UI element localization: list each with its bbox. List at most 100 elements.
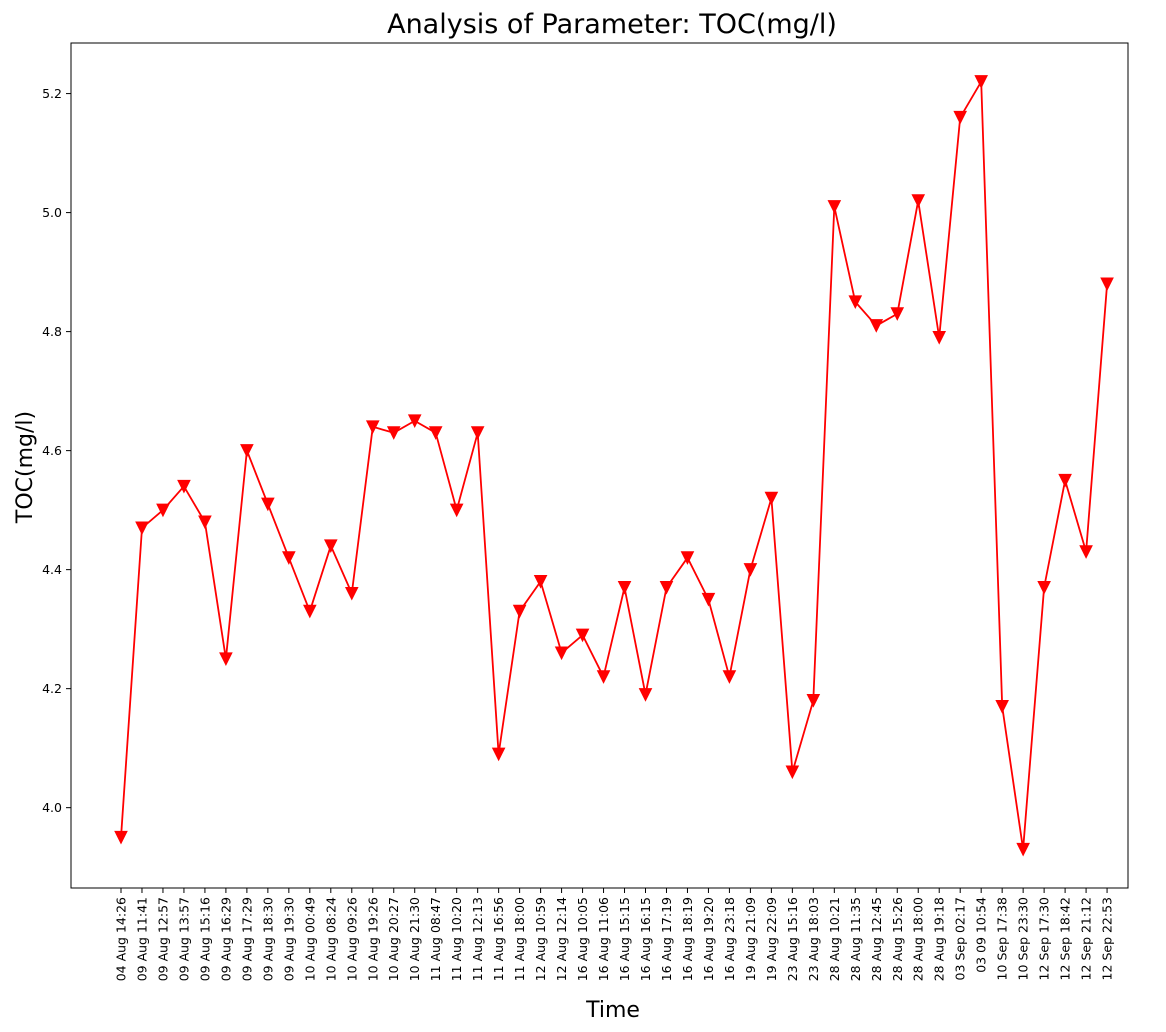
x-tick-label-31: 19 Aug 22:09 — [764, 897, 779, 981]
x-tick-label-22: 16 Aug 10:05 — [575, 897, 590, 981]
data-point-39 — [932, 331, 947, 345]
data-point-23 — [596, 670, 611, 684]
data-point-12 — [365, 420, 380, 434]
data-point-10 — [323, 539, 338, 553]
x-tick-label-6: 09 Aug 17:29 — [239, 897, 254, 981]
y-tick-label-6: 5.2 — [42, 86, 62, 101]
x-tick-label-9: 10 Aug 00:49 — [302, 897, 317, 981]
plot-area: 4.0 4.2 4.4 4.6 4.8 5.0 5.2 04 Aug 14:26 09 Aug … — [42, 75, 1115, 981]
data-point-5 — [219, 652, 233, 667]
x-tick-label-14: 10 Aug 21:30 — [407, 897, 422, 981]
x-tick-label-26: 16 Aug 17:19 — [659, 897, 674, 981]
x-tick-label-28: 16 Aug 19:20 — [701, 897, 716, 981]
data-point-35 — [848, 295, 863, 309]
x-tick-label-39: 28 Aug 19:18 — [932, 897, 947, 981]
x-tick-label-17: 11 Aug 12:13 — [470, 897, 485, 981]
data-point-31 — [764, 491, 779, 506]
x-tick-label-34: 28 Aug 10:21 — [827, 897, 842, 981]
data-point-33 — [806, 694, 821, 708]
data-point-20 — [533, 575, 548, 589]
data-point-26 — [659, 580, 674, 595]
data-point-1 — [135, 521, 149, 536]
data-point-8 — [282, 551, 296, 565]
data-point-7 — [261, 497, 275, 512]
y-tick-label-2: 4.4 — [42, 562, 62, 577]
data-point-0 — [114, 830, 128, 845]
x-tick-label-32: 23 Aug 15:16 — [785, 897, 800, 981]
x-tick-label-21: 12 Aug 12:14 — [554, 897, 569, 981]
y-tick-label-0: 4.0 — [42, 800, 62, 815]
data-point-22 — [575, 628, 590, 643]
x-tick-label-46: 12 Sep 21:12 — [1079, 897, 1094, 980]
x-tick-label-24: 16 Aug 15:15 — [617, 897, 632, 981]
x-tick-label-3: 09 Aug 13:57 — [176, 897, 191, 981]
data-point-3 — [177, 479, 191, 494]
data-point-40 — [953, 110, 968, 125]
data-point-16 — [449, 503, 464, 518]
data-point-25 — [638, 688, 653, 702]
x-tick-label-0: 04 Aug 14:26 — [114, 897, 129, 981]
data-point-29 — [722, 670, 737, 684]
data-point-21 — [554, 646, 569, 661]
y-axis-label: TOC(mg/l) — [13, 411, 38, 524]
x-tick-label-25: 16 Aug 16:15 — [638, 897, 653, 981]
x-tick-label-11: 10 Aug 09:26 — [344, 897, 359, 981]
x-tick-label-5: 09 Aug 16:29 — [218, 897, 233, 981]
x-tick-label-43: 10 Sep 23:30 — [1016, 897, 1031, 980]
data-point-34 — [827, 200, 842, 214]
x-tick-label-15: 11 Aug 08:47 — [428, 897, 443, 981]
data-point-28 — [701, 592, 716, 607]
x-tick-label-1: 09 Aug 11:41 — [134, 897, 149, 981]
x-tick-label-44: 12 Sep 17:30 — [1037, 897, 1052, 980]
data-point-30 — [743, 563, 758, 577]
x-tick-label-7: 09 Aug 18:30 — [260, 897, 275, 981]
x-tick-label-38: 28 Aug 18:00 — [911, 897, 926, 981]
data-point-15 — [428, 426, 443, 440]
data-point-41 — [974, 75, 988, 89]
x-tick-label-4: 09 Aug 15:16 — [197, 897, 212, 981]
x-tick-label-20: 12 Aug 10:59 — [533, 897, 548, 981]
data-point-6 — [240, 444, 254, 458]
data-point-27 — [680, 551, 695, 565]
x-tick-label-23: 16 Aug 11:06 — [596, 897, 611, 981]
x-tick-label-18: 11 Aug 16:56 — [491, 897, 506, 981]
x-tick-label-16: 11 Aug 10:20 — [449, 897, 464, 981]
plot-frame — [70, 42, 1129, 889]
x-tick-label-42: 10 Sep 17:38 — [995, 897, 1010, 980]
x-axis-label: Time — [585, 998, 640, 1023]
data-point-18 — [491, 747, 506, 762]
y-tick-label-5: 5.0 — [42, 205, 62, 220]
x-tick-label-40: 03 Sep 02:17 — [953, 897, 968, 980]
data-point-9 — [303, 604, 317, 619]
data-point-37 — [890, 307, 905, 321]
x-tick-label-29: 16 Aug 23:18 — [722, 897, 737, 981]
data-point-45 — [1058, 473, 1072, 488]
chart-title: Analysis of Parameter: TOC(mg/l) — [387, 9, 837, 40]
x-tick-label-37: 28 Aug 15:26 — [890, 897, 905, 981]
x-tick-label-45: 12 Sep 18:42 — [1058, 897, 1073, 980]
data-point-13 — [386, 426, 401, 440]
data-point-17 — [470, 426, 485, 440]
series-line-0 — [120, 80, 1108, 851]
data-point-14 — [407, 414, 422, 428]
data-point-43 — [1016, 842, 1030, 857]
x-tick-label-8: 09 Aug 19:30 — [281, 897, 296, 981]
x-tick-label-12: 10 Aug 19:26 — [365, 897, 380, 981]
x-tick-label-13: 10 Aug 20:27 — [386, 897, 401, 981]
data-point-46 — [1079, 545, 1093, 559]
data-point-19 — [512, 604, 527, 619]
x-tick-label-30: 19 Aug 21:09 — [743, 897, 758, 981]
x-tick-label-27: 16 Aug 18:19 — [680, 897, 695, 981]
x-tick-label-36: 28 Aug 12:45 — [869, 897, 884, 981]
data-point-11 — [344, 586, 359, 601]
data-point-47 — [1100, 277, 1114, 292]
x-tick-label-19: 11 Aug 18:00 — [512, 897, 527, 981]
x-tick-label-47: 12 Sep 22:53 — [1100, 897, 1115, 980]
data-point-4 — [198, 515, 212, 530]
x-tick-label-41: 03 09 10:54 — [974, 897, 989, 973]
y-tick-label-1: 4.2 — [42, 681, 62, 696]
data-point-38 — [911, 194, 926, 208]
data-point-2 — [156, 503, 170, 518]
x-tick-label-33: 23 Aug 18:03 — [806, 897, 821, 981]
